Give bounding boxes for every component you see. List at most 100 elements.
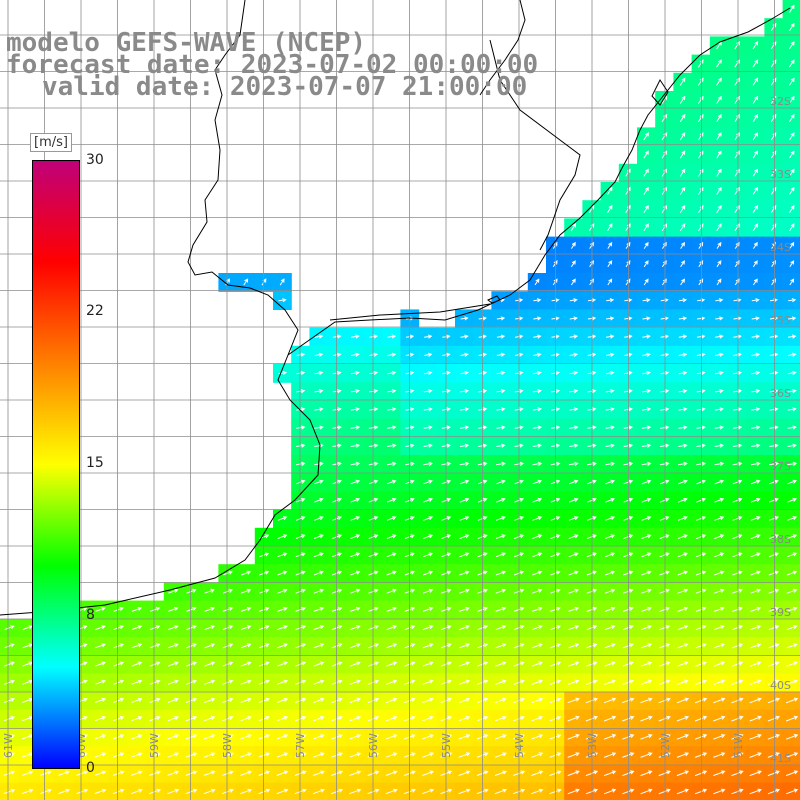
wind-arrow [785,788,799,795]
wind-arrow [386,697,398,704]
wind-arrow [314,389,324,394]
wind-arrow [660,389,670,394]
wind-arrow [531,625,543,631]
wind-arrow [95,643,106,649]
wind-arrow [677,534,688,539]
wind-arrow [623,516,634,521]
wind-arrow [659,479,670,485]
wind-arrow [276,752,289,758]
wind-arrow [605,352,615,357]
wind-arrow [640,752,653,758]
wind-arrow [734,186,740,195]
wind-arrow [698,132,704,141]
wind-arrow [622,734,635,740]
wind-arrow [204,661,216,667]
wind-arrow [387,370,397,375]
wind-arrow [350,516,361,521]
wind-arrow [422,716,434,722]
wind-arrow [240,770,252,776]
wind-arrow [586,552,598,558]
wind-arrow [714,516,725,521]
wind-arrow [94,770,107,776]
wind-arrow [314,443,324,448]
wind-arrow [314,497,324,503]
wind-arrow [314,352,324,357]
wind-arrow [676,788,690,795]
wind-arrow [752,260,758,268]
wind-arrow [423,425,433,430]
wind-arrow [678,316,688,321]
wind-arrow [532,570,543,576]
wind-arrow [785,715,799,722]
wind-arrow [569,389,579,394]
wind-arrow [222,679,234,685]
wind-arrow [279,278,285,286]
wind-arrow [734,168,740,177]
wind-arrow [789,186,795,195]
wind-arrow [130,788,143,795]
wind-arrow [3,752,16,758]
wind-arrow [752,186,759,195]
wind-arrow [677,643,689,649]
wind-arrow [679,223,686,232]
wind-arrow [112,788,125,795]
wind-arrow [568,479,579,485]
wind-arrow [222,570,233,576]
wind-arrow [625,204,631,214]
wind-arrow [605,497,615,503]
wind-arrow [276,734,289,740]
wind-arrow [494,788,507,795]
longitude-label: 52W [659,733,672,758]
wind-arrow [786,534,798,540]
wind-arrow [716,132,722,141]
wind-arrow [131,643,143,649]
wind-arrow [643,260,649,268]
wind-arrow [167,770,180,776]
wind-arrow [623,425,634,430]
wind-arrow [732,497,743,503]
wind-arrow [568,661,580,667]
wind-arrow [786,570,798,576]
wind-arrow [222,643,234,649]
wind-arrow [749,715,762,722]
wind-arrow [751,352,761,357]
wind-arrow [3,770,16,776]
model-title: modelo GEFS-WAVE (NCEP) [6,28,367,58]
wind-arrow [569,334,579,339]
wind-arrow [769,443,779,448]
wind-arrow [423,552,434,558]
wind-arrow [607,260,613,268]
wind-arrow [313,752,325,758]
wind-arrow [715,316,724,321]
wind-arrow [149,643,161,649]
wind-arrow [750,625,762,631]
wind-arrow [95,661,106,667]
wind-arrow [732,570,743,576]
wind-arrow [696,516,707,521]
wind-arrow [716,241,722,249]
wind-arrow [770,113,777,123]
wind-arrow [604,588,616,594]
wind-arrow [313,570,324,576]
wind-arrow [496,389,506,394]
wind-arrow [661,223,668,232]
wind-arrow [349,770,362,776]
wind-arrow [752,168,759,177]
wind-arrow [603,788,617,795]
wind-arrow [495,643,507,649]
wind-arrow [623,461,634,466]
wind-arrow [459,516,470,521]
wind-arrow [131,752,143,758]
wind-cell [782,782,800,800]
wind-arrow [731,661,744,667]
wind-arrow [186,625,197,631]
wind-arrow [625,223,631,232]
wind-arrow [714,497,725,503]
wind-arrow [459,534,470,539]
wind-arrow [640,788,653,795]
wind-arrow [277,607,288,612]
wind-arrow [787,389,797,394]
wind-arrow [770,186,777,195]
wind-arrow [586,534,597,539]
